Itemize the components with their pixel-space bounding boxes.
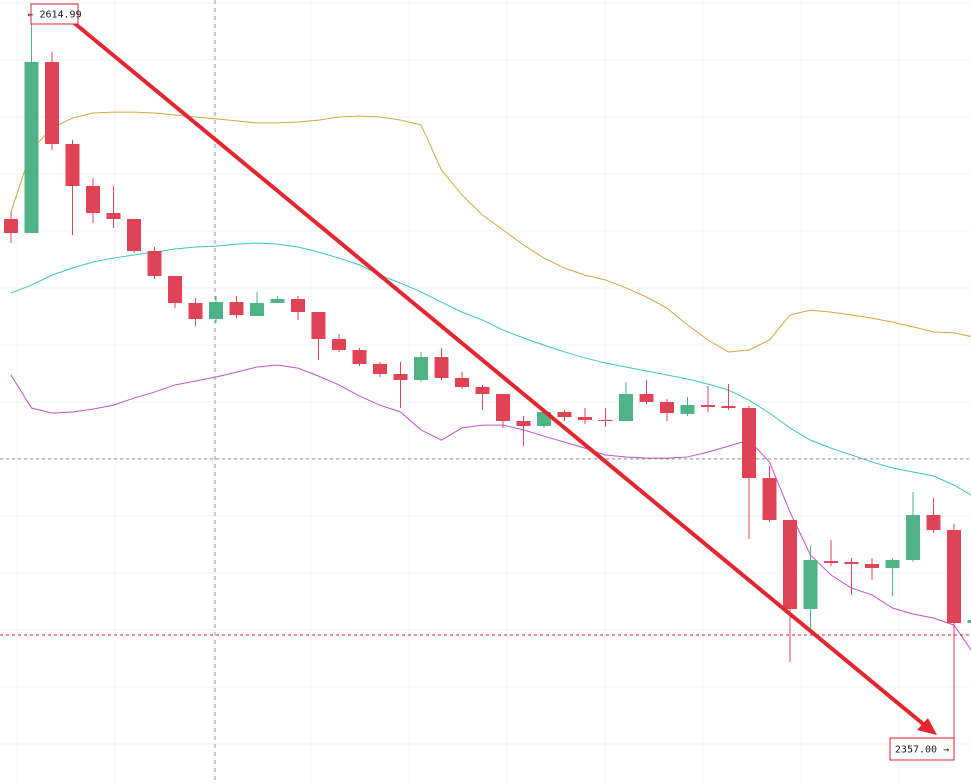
price-lines bbox=[0, 458, 971, 636]
bands bbox=[10, 111, 971, 651]
candle-body bbox=[844, 562, 859, 565]
trend-line bbox=[71, 20, 930, 730]
label-box bbox=[30, 3, 79, 25]
candle-body bbox=[865, 564, 879, 569]
candle-body bbox=[701, 405, 715, 408]
candle-body bbox=[147, 251, 162, 276]
candle-body bbox=[557, 412, 572, 418]
candle-body bbox=[598, 420, 613, 422]
candle-body bbox=[291, 299, 305, 313]
candle-body bbox=[24, 61, 39, 233]
candle-body bbox=[783, 520, 797, 610]
candle-body bbox=[250, 302, 264, 316]
candle-body bbox=[45, 61, 59, 144]
candle-body bbox=[803, 560, 818, 610]
candle-body bbox=[680, 405, 695, 415]
candle-body bbox=[188, 302, 203, 320]
candle-body bbox=[311, 312, 326, 340]
candle-body bbox=[906, 515, 920, 561]
candle-body bbox=[127, 218, 141, 252]
candle-body bbox=[885, 560, 900, 569]
candle-body bbox=[4, 218, 18, 233]
candle-body bbox=[721, 406, 736, 409]
candle-body bbox=[434, 357, 449, 379]
high-label: ← 2614.99 bbox=[27, 10, 81, 21]
candle-body bbox=[270, 299, 285, 303]
candle-body bbox=[516, 421, 531, 427]
candle-body bbox=[660, 401, 674, 414]
candles bbox=[4, 13, 971, 749]
candle-body bbox=[967, 620, 971, 624]
candle-body bbox=[229, 301, 244, 315]
candle-body bbox=[86, 185, 100, 213]
band-line bbox=[10, 242, 971, 496]
candle-body bbox=[824, 561, 838, 564]
candle-body bbox=[578, 417, 592, 421]
candle-body bbox=[496, 394, 510, 422]
candle-body bbox=[352, 350, 367, 365]
candle-body bbox=[639, 394, 654, 402]
candle-body bbox=[742, 408, 756, 479]
candle-body bbox=[65, 143, 80, 186]
candle-body bbox=[762, 478, 777, 521]
band-line bbox=[10, 111, 971, 353]
candle-body bbox=[373, 364, 387, 375]
candle-body bbox=[414, 357, 428, 381]
arrow-head bbox=[917, 718, 937, 735]
candle-body bbox=[209, 301, 223, 320]
candle-body bbox=[475, 387, 490, 395]
candle-body bbox=[455, 378, 469, 388]
candle-body bbox=[947, 530, 961, 624]
label-box bbox=[889, 737, 955, 761]
candle-body bbox=[619, 394, 633, 422]
band-line bbox=[10, 364, 971, 651]
candle-body bbox=[926, 515, 941, 531]
candle-body bbox=[332, 339, 346, 351]
candle-body bbox=[168, 275, 182, 303]
candle-body bbox=[393, 374, 408, 381]
candle-body bbox=[106, 212, 121, 219]
trend-arrow bbox=[71, 20, 937, 735]
low-label: 2357.00 → bbox=[895, 745, 949, 756]
